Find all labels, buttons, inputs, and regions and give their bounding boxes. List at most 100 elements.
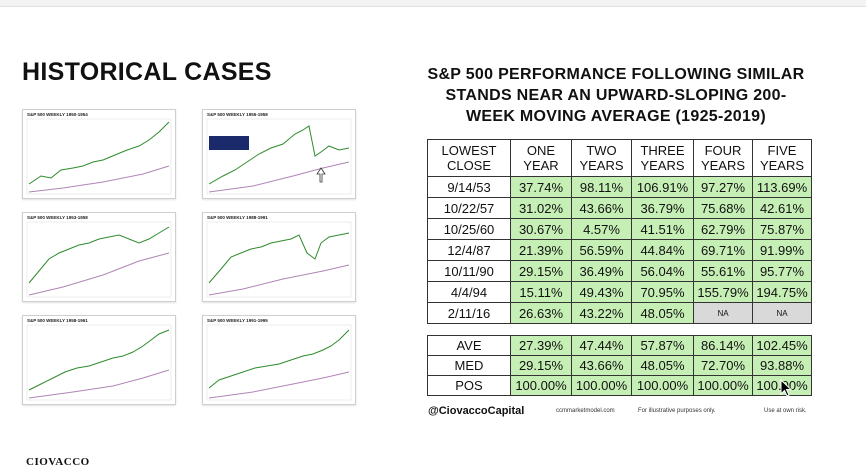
cell-one-year: 15.11% [510,281,572,303]
cell-two-years: 100.00% [571,375,632,396]
thumbnail-chart [26,324,172,401]
col-header-one-year: ONE YEAR [510,139,572,177]
thumbnail-caption: S&P 500 WEEKLY 1953-1958 [27,215,88,220]
col-header-three-years: THREE YEARS [631,139,694,177]
cell-four-years: 75.68% [693,197,753,219]
table-row: 10/11/90 29.15% 36.49% 56.04% 55.61% 95.… [427,260,812,282]
row-date: 10/11/90 [427,260,511,282]
top-bar [0,0,866,7]
cell-three-years: 44.84% [631,239,694,261]
cell-two-years: 49.43% [571,281,632,303]
title-line-3: WEEK MOVING AVERAGE (1925-2019) [465,108,767,125]
summary-label: MED [427,355,511,376]
chart-thumbnail-6: S&P 500 WEEKLY 1991-1995 [202,315,356,405]
thumbnail-chart [206,221,352,298]
cell-one-year: 31.02% [510,197,572,219]
cell-three-years: 56.04% [631,260,694,282]
chart-thumbnail-2: S&P 500 WEEKLY 1955-1958 [202,109,356,199]
cell-four-years: 155.79% [693,281,753,303]
cell-four-years: 86.14% [693,335,753,356]
cell-one-year: 21.39% [510,239,572,261]
performance-table: LOWEST CLOSE ONE YEAR TWO YEARS THREE YEARS … [427,139,812,324]
cell-four-years: 97.27% [693,176,753,198]
cell-one-year: 26.63% [510,302,572,324]
cell-two-years: 43.66% [571,355,632,376]
cell-five-years: 194.75% [752,281,812,303]
cell-two-years: 36.49% [571,260,632,282]
cell-one-year: 29.15% [510,260,572,282]
cell-four-years: 100.00% [693,375,753,396]
row-date: 10/22/57 [427,197,511,219]
chart-thumbnail-1: S&P 500 WEEKLY 1950-1954 [22,109,176,199]
thumbnail-caption: S&P 500 WEEKLY 1958-1961 [27,318,88,323]
footer-illustrative: For illustrative purposes only. [638,408,716,414]
chart-thumbnail-5: S&P 500 WEEKLY 1958-1961 [22,315,176,405]
cell-three-years: 70.95% [631,281,694,303]
col-header-lowest-close: LOWEST CLOSE [427,139,511,177]
cell-five-years: 100.00% [752,375,812,396]
cell-one-year: 100.00% [510,375,572,396]
summary-row: MED 29.15% 43.66% 48.05% 72.70% 93.88% [427,355,812,376]
brand-logo: CIOVACCO [26,456,90,468]
row-date: 10/25/60 [427,218,511,240]
cell-three-years: 41.51% [631,218,694,240]
col-header-four-years: FOUR YEARS [693,139,753,177]
cell-one-year: 37.74% [510,176,572,198]
cell-three-years: 57.87% [631,335,694,356]
cell-five-years: 113.69% [752,176,812,198]
summary-row: POS 100.00% 100.00% 100.00% 100.00% 100.… [427,375,812,396]
cell-three-years: 48.05% [631,302,694,324]
row-date: 4/4/94 [427,281,511,303]
chart-thumbnail-4: S&P 500 WEEKLY 1988-1991 [202,212,356,302]
cell-four-years: 55.61% [693,260,753,282]
cell-two-years: 47.44% [571,335,632,356]
title-line-1: S&P 500 PERFORMANCE FOLLOWING SIMILAR [427,66,805,83]
mouse-cursor-icon [780,379,792,397]
thumbnail-caption: S&P 500 WEEKLY 1955-1958 [207,112,268,117]
col-header-five-years: FIVE YEARS [752,139,812,177]
cell-five-years: 93.88% [752,355,812,376]
thumbnail-chart [26,221,172,298]
footer-site: ccmmarketmodel.com [556,408,615,414]
summary-row: AVE 27.39% 47.44% 57.87% 86.14% 102.45% [427,335,812,356]
cell-two-years: 43.22% [571,302,632,324]
cell-one-year: 30.67% [510,218,572,240]
cell-five-years: 91.99% [752,239,812,261]
cell-five-years: 42.61% [752,197,812,219]
table-row: 4/4/94 15.11% 49.43% 70.95% 155.79% 194.… [427,281,812,303]
cell-five-years: 102.45% [752,335,812,356]
cell-three-years: 100.00% [631,375,694,396]
title-line-2: STANDS NEAR AN UPWARD-SLOPING 200- [445,87,787,104]
thumbnail-chart [206,324,352,401]
cell-one-year: 27.39% [510,335,572,356]
slide-title-right: S&P 500 PERFORMANCE FOLLOWING SIMILAR ST… [404,64,828,127]
cell-two-years: 98.11% [571,176,632,198]
cell-one-year: 29.15% [510,355,572,376]
cell-three-years: 48.05% [631,355,694,376]
cell-four-years: 69.71% [693,239,753,261]
cell-two-years: 4.57% [571,218,632,240]
thumbnail-caption: S&P 500 WEEKLY 1988-1991 [207,215,268,220]
cell-three-years: 36.79% [631,197,694,219]
twitter-handle: @CiovaccoCapital [428,405,525,417]
table-row: 9/14/53 37.74% 98.11% 106.91% 97.27% 113… [427,176,812,198]
table-row: 12/4/87 21.39% 56.59% 44.84% 69.71% 91.9… [427,239,812,261]
table-header-row: LOWEST CLOSE ONE YEAR TWO YEARS THREE YEARS … [427,139,812,177]
cell-four-years: 72.70% [693,355,753,376]
row-date: 9/14/53 [427,176,511,198]
table-row: 10/25/60 30.67% 4.57% 41.51% 62.79% 75.8… [427,218,812,240]
summary-label: AVE [427,335,511,356]
cell-four-years: 62.79% [693,218,753,240]
row-date: 12/4/87 [427,239,511,261]
table-row: 2/11/16 26.63% 43.22% 48.05% NA NA [427,302,812,324]
cell-four-years-na: NA [693,302,753,324]
col-header-two-years: TWO YEARS [571,139,632,177]
slide-title-left: HISTORICAL CASES [22,58,272,86]
cell-three-years: 106.91% [631,176,694,198]
thumbnail-caption: S&P 500 WEEKLY 1950-1954 [27,112,88,117]
table-row: 10/22/57 31.02% 43.66% 36.79% 75.68% 42.… [427,197,812,219]
summary-table: AVE 27.39% 47.44% 57.87% 86.14% 102.45% … [427,335,812,396]
summary-label: POS [427,375,511,396]
cell-five-years: 95.77% [752,260,812,282]
cell-five-years-na: NA [752,302,812,324]
